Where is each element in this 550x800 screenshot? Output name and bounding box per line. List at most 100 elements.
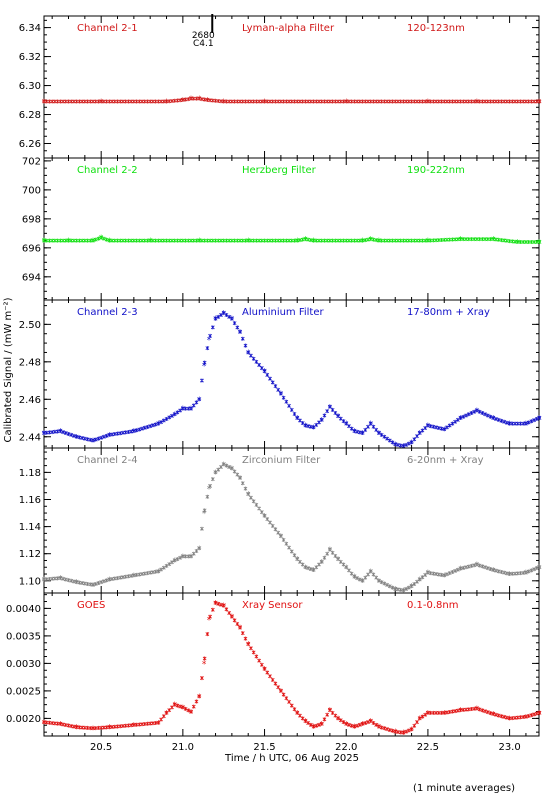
- minute-marker: [243, 343, 248, 348]
- minute-marker: [80, 238, 85, 243]
- minute-marker: [333, 238, 338, 243]
- minute-marker: [194, 699, 199, 704]
- minute-marker: [131, 429, 136, 434]
- minute-marker: [455, 99, 460, 104]
- minute-marker: [319, 238, 324, 243]
- minute-marker: [148, 99, 153, 104]
- minute-marker: [499, 569, 504, 574]
- minute-marker: [404, 442, 409, 447]
- minute-marker: [385, 99, 389, 104]
- minute-marker: [341, 720, 346, 725]
- minute-marker: [366, 572, 370, 577]
- minute-marker: [254, 654, 259, 659]
- minute-marker: [102, 434, 106, 439]
- minute-marker: [393, 442, 398, 447]
- minute-marker: [287, 545, 291, 550]
- minute-marker: [306, 424, 310, 429]
- data-point: *: [207, 336, 212, 346]
- minute-marker: [159, 420, 163, 425]
- minute-marker: [191, 238, 196, 243]
- minute-marker: [349, 571, 354, 576]
- minute-marker: [366, 99, 370, 104]
- minute-marker: [319, 559, 324, 564]
- minute-marker: [537, 710, 542, 715]
- minute-marker: [385, 436, 389, 441]
- minute-marker: [374, 575, 379, 580]
- minute-marker: [496, 713, 501, 718]
- x-axis-label: Time / h UTC, 06 Aug 2025: [224, 753, 359, 764]
- minute-marker: [300, 562, 305, 567]
- minute-marker: [159, 717, 163, 722]
- minute-marker: [368, 237, 373, 242]
- minute-marker: [415, 434, 419, 439]
- minute-marker: [186, 708, 191, 713]
- minute-marker: [240, 631, 245, 636]
- minute-marker: [194, 238, 199, 243]
- minute-marker: [308, 238, 313, 243]
- y-tick-label: 700: [22, 185, 41, 196]
- minute-marker: [352, 99, 357, 104]
- minute-marker: [455, 567, 460, 572]
- minute-marker: [431, 571, 436, 576]
- minute-marker: [50, 238, 55, 243]
- minute-marker: [205, 632, 210, 637]
- minute-marker: [355, 723, 360, 728]
- minute-marker: [262, 513, 267, 518]
- minute-marker: [126, 99, 131, 104]
- minute-marker: [477, 99, 482, 104]
- minute-marker: [483, 237, 487, 242]
- minute-marker: [44, 238, 49, 243]
- minute-marker: [273, 681, 278, 686]
- minute-marker: [298, 713, 302, 718]
- minute-marker: [85, 99, 90, 104]
- minute-marker: [251, 356, 256, 361]
- minute-marker: [415, 99, 419, 104]
- minute-marker: [243, 486, 248, 491]
- x-tick-label: 22.0: [335, 742, 357, 753]
- minute-marker: [210, 325, 215, 330]
- minute-marker: [387, 238, 392, 243]
- minute-marker: [235, 325, 240, 330]
- minute-marker: [357, 99, 362, 104]
- minute-marker: [300, 716, 305, 721]
- y-tick-label: 6.32: [19, 52, 41, 63]
- minute-marker: [434, 425, 438, 430]
- minute-marker: [63, 431, 68, 436]
- minute-marker: [328, 238, 332, 243]
- minute-marker: [170, 560, 174, 565]
- minute-marker: [406, 441, 411, 446]
- minute-marker: [521, 99, 526, 104]
- minute-marker: [99, 99, 104, 104]
- minute-marker: [77, 238, 82, 243]
- minute-marker: [180, 98, 185, 103]
- minute-marker: [183, 97, 188, 102]
- panel-frame: [43, 447, 540, 594]
- minute-marker: [469, 563, 474, 568]
- minute-marker: [453, 419, 458, 424]
- y-tick-label: 0.0020: [6, 714, 41, 725]
- minute-marker: [488, 711, 493, 716]
- minute-marker: [42, 238, 46, 243]
- minute-marker: [167, 708, 172, 713]
- minute-marker: [352, 429, 357, 434]
- minute-marker: [360, 238, 365, 243]
- minute-marker: [349, 238, 354, 243]
- minute-marker: [526, 713, 531, 718]
- minute-marker: [170, 705, 174, 710]
- minute-marker: [412, 437, 417, 442]
- minute-marker: [537, 565, 542, 570]
- minute-marker: [382, 434, 387, 439]
- minute-marker: [526, 569, 531, 574]
- minute-marker: [445, 572, 449, 577]
- minute-marker: [61, 576, 65, 581]
- minute-marker: [240, 481, 245, 486]
- minute-marker: [333, 713, 338, 718]
- minute-marker: [303, 423, 308, 428]
- minute-marker: [140, 99, 144, 104]
- minute-marker: [112, 432, 117, 437]
- minute-marker: [145, 99, 150, 104]
- minute-marker: [513, 99, 517, 104]
- minute-marker: [434, 99, 438, 104]
- minute-marker: [387, 438, 392, 443]
- minute-markers: [42, 311, 542, 449]
